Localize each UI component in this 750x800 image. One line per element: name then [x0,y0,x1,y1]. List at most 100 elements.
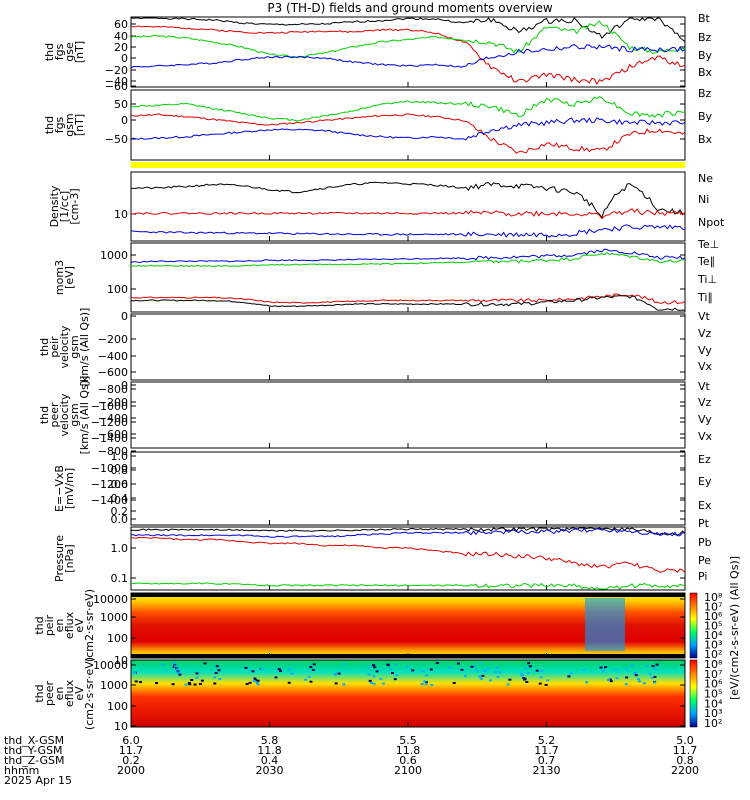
series-line-1 [130,527,686,538]
heatmap-speckle [393,663,397,666]
y-axis-label: mom3 [53,260,66,295]
plot-title: P3 (TH-D) fields and ground moments over… [267,1,552,15]
heatmap-speckle [184,683,188,686]
y-axis-label: peer [48,402,61,428]
x-row-value: 0.8 [676,754,694,767]
legend-entry: Ne [698,172,713,185]
legend-entry: Ez [698,453,711,466]
heatmap-speckle [486,667,490,670]
legend-entry: Vz [698,396,712,409]
legend-entry: Pt [698,517,710,530]
legend-entry: Bt [698,12,711,25]
colorbar-tick: 10⁵ [704,620,722,633]
y-axis-label: E=−VxB [53,465,66,512]
legend-entry: Te∥ [697,255,715,268]
series-line-1 [130,25,686,85]
heatmap-speckle [379,677,383,680]
heatmap-speckle [133,671,137,674]
heatmap-speckle [178,673,182,676]
heatmap-speckle [546,679,550,682]
x-row-value: 11.8 [257,744,282,757]
y-tick-label: 0.1 [111,572,129,585]
y-tick-label: 10000 [93,593,128,606]
heatmap-speckle [171,683,175,686]
heatmap-speckle [424,681,428,684]
heatmap-speckle [390,671,394,674]
heatmap-speckle [260,668,264,671]
y-axis-label: eflux [63,611,76,639]
heatmap-speckle [203,662,207,665]
colorbar-tick: 10³ [704,707,722,720]
colorbar-tick: 10² [704,717,722,730]
heatmap-speckle [252,680,256,683]
y-tick-label: 100 [107,700,128,713]
heatmap-speckle [523,678,527,681]
series-line-2 [130,117,686,141]
series-line-1 [130,208,686,220]
y-axis-label: gse [63,42,76,62]
y-axis-label: gsm [68,403,81,426]
y-axis-label: [nPa] [63,544,76,572]
y-tick-label: −800 [98,445,128,458]
y-tick-label: −600 [98,366,128,379]
y-tick-label: −800 [98,383,128,396]
heatmap-speckle [456,662,460,665]
colorbar-tick: 10⁶ [704,678,723,691]
y-axis-label: peer [43,681,56,707]
y-tick-label: 10000 [93,659,128,672]
heatmap-speckle [528,665,532,668]
heatmap-speckle [478,675,482,678]
heatmap-speckle [218,677,222,680]
x-row-value: 2200 [671,764,699,777]
colorbar-tick: 10² [704,648,722,661]
heatmap-speckle [430,683,434,686]
y-axis-label: en [53,619,66,633]
heatmap-speckle [653,675,657,678]
heatmap-speckle [633,671,637,674]
heatmap-speckle [460,668,464,671]
y-tick-label: −400 [98,412,128,425]
x-row-label: thd_Y-GSM [4,744,63,757]
heatmap-speckle [655,663,659,666]
x-axis-labels: thd_X-GSM 6.0 5.8 5.5 5.2 5.0 thd_Y-GSM 11.7 11.… [4,734,699,787]
heatmap-speckle [244,666,248,669]
legend-entry: Bx [698,133,713,146]
y-tick-label: 0 [121,379,128,392]
heatmap-speckle [638,680,642,683]
heatmap-speckle [538,682,542,685]
heatmap-area [131,660,685,727]
heatmap-speckle [386,664,390,667]
heatmap-speckle [535,669,539,672]
heatmap-speckle [569,672,573,675]
y-tick-label: 60 [114,18,128,31]
heatmap-speckle [274,676,278,679]
y-axis-label: velocity [58,325,71,368]
heatmap-speckle [198,682,202,685]
heatmap-speckle [290,672,294,675]
y-tick-label: 0.0 [111,513,129,526]
heatmap-speckle [309,680,313,683]
panel-pressure: 1.0 0.1 Pressure[nPa] Pt Pb Pe Pi [53,517,712,591]
heatmap-speckle [172,662,176,665]
heatmap-speckle [342,683,346,686]
y-tick-label: 0.2 [111,505,129,518]
heatmap-speckle [368,679,372,682]
heatmap-speckle [496,675,500,678]
y-tick-label: 10 [114,654,128,667]
heatmap-speckle [245,683,249,686]
panel-frame [130,451,686,526]
y-tick-label: 40 [114,30,128,43]
y-axis-label: thd [33,684,46,702]
heatmap-speckle [367,673,371,676]
heatmap-speckle [200,679,204,682]
heatmap-speckle [195,672,199,675]
series-line-0 [130,17,686,43]
heatmap-speckle [608,678,612,681]
heatmap-speckle [311,668,315,671]
colorbar-tick: 10⁷ [704,601,722,614]
x-row-value: 2130 [533,764,561,777]
heatmap-speckle [650,676,654,679]
y-tick-label: 0.8 [111,464,129,477]
heatmap-speckle [309,665,313,668]
